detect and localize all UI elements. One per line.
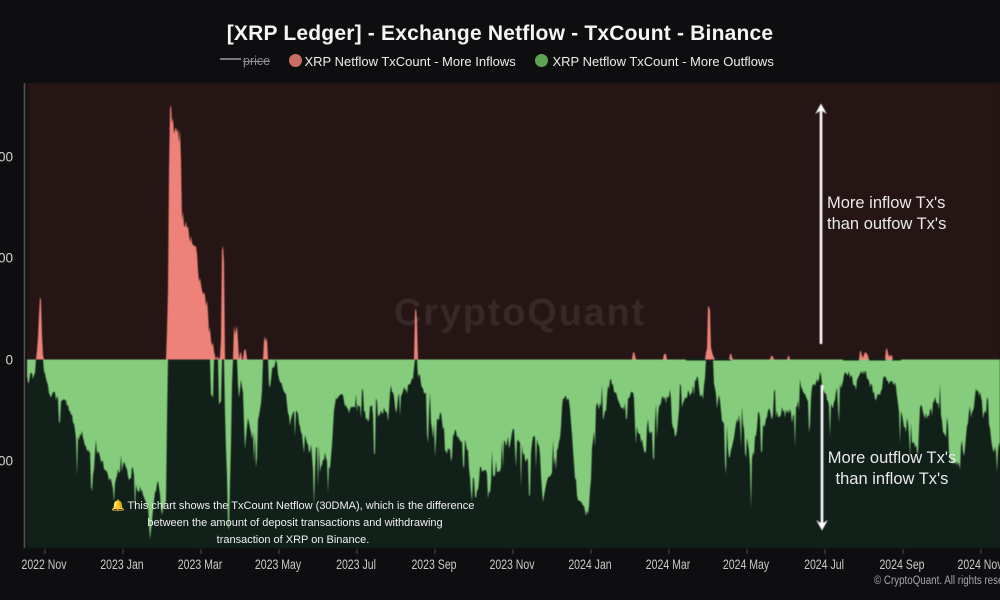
svg-text:CryptoQuant: CryptoQuant	[394, 292, 646, 334]
